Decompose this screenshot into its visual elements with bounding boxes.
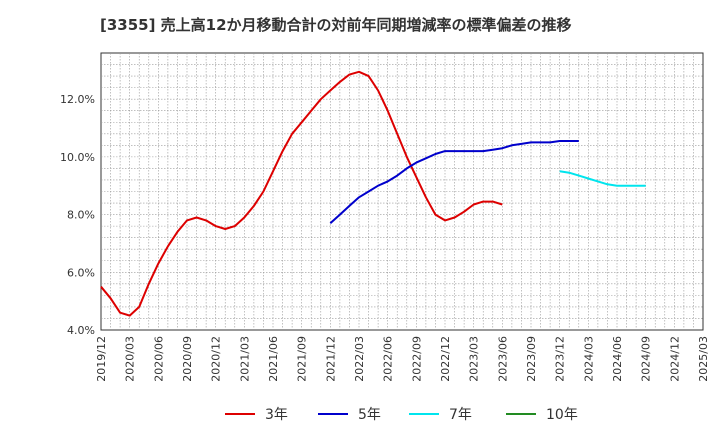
x-tick-label: 2020/06 bbox=[152, 336, 165, 382]
x-tick-label: 2019/12 bbox=[95, 336, 108, 382]
chart-title: [3355] 売上高12か月移動合計の対前年同期増減率の標準偏差の推移 bbox=[100, 16, 572, 34]
legend-label: 5年 bbox=[358, 407, 381, 423]
y-tick-label: 8.0% bbox=[67, 209, 95, 222]
x-axis-ticks: 2019/12 2020/03 2020/06 2020/09 2020/12 2021/… bbox=[95, 336, 710, 382]
legend-label: 7年 bbox=[449, 407, 472, 423]
plot-area bbox=[100, 52, 704, 331]
x-tick-label: 2022/06 bbox=[382, 336, 395, 382]
x-tick-label: 2020/12 bbox=[210, 336, 223, 382]
x-tick-label: 2021/12 bbox=[324, 336, 337, 382]
series-line-5年 bbox=[329, 140, 579, 224]
x-tick-label: 2020/03 bbox=[124, 336, 137, 382]
series-line-7年 bbox=[559, 170, 646, 187]
series-line-3年 bbox=[100, 70, 503, 317]
x-tick-label: 2024/09 bbox=[640, 336, 653, 382]
y-tick-label: 6.0% bbox=[67, 266, 95, 279]
x-tick-label: 2024/06 bbox=[611, 336, 624, 382]
x-tick-label: 2024/03 bbox=[582, 336, 595, 382]
x-tick-label: 2021/09 bbox=[296, 336, 309, 382]
legend-label: 3年 bbox=[265, 407, 288, 423]
x-tick-label: 2021/06 bbox=[267, 336, 280, 382]
x-tick-label: 2022/09 bbox=[410, 336, 423, 382]
x-tick-label: 2023/03 bbox=[468, 336, 481, 382]
x-tick-label: 2023/12 bbox=[554, 336, 567, 382]
y-tick-label: 10.0% bbox=[60, 151, 95, 164]
x-tick-label: 2023/06 bbox=[496, 336, 509, 382]
legend-label: 10年 bbox=[546, 407, 578, 423]
x-tick-label: 2024/12 bbox=[668, 336, 681, 382]
x-tick-label: 2022/12 bbox=[439, 336, 452, 382]
x-tick-label: 2022/03 bbox=[353, 336, 366, 382]
y-tick-label: 12.0% bbox=[60, 93, 95, 106]
legend: 3年 5年 7年 10年 bbox=[225, 407, 578, 423]
y-axis-ticks: 4.0% 6.0% 8.0% 10.0% 12.0% bbox=[60, 93, 95, 337]
x-tick-label: 2025/03 bbox=[697, 336, 710, 382]
x-tick-label: 2023/09 bbox=[525, 336, 538, 382]
x-tick-label: 2020/09 bbox=[181, 336, 194, 382]
y-tick-label: 4.0% bbox=[67, 324, 95, 337]
series-lines bbox=[100, 70, 646, 317]
x-tick-label: 2021/03 bbox=[238, 336, 251, 382]
